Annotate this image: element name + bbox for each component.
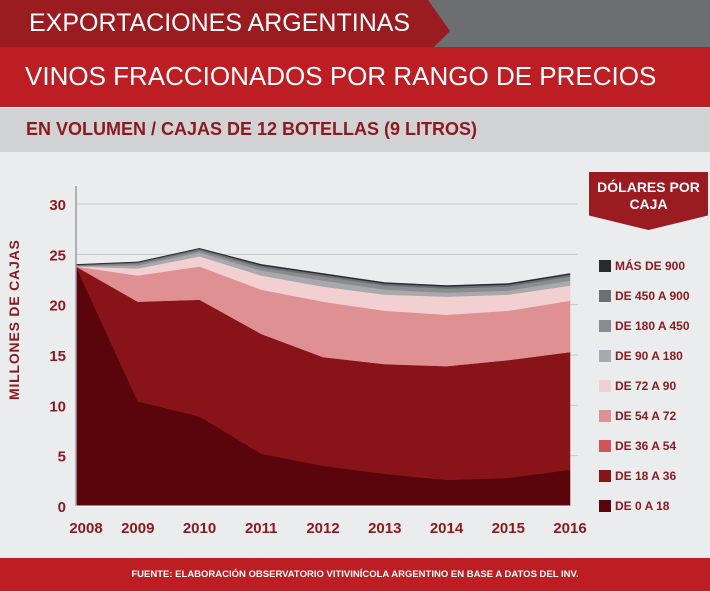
legend-item: DE 72 A 90	[599, 371, 707, 401]
y-tick-label: 30	[49, 197, 66, 214]
legend-item: DE 180 A 450	[599, 311, 707, 341]
legend-item: DE 90 A 180	[599, 341, 707, 371]
legend-item: DE 18 A 36	[599, 461, 707, 491]
legend-item: DE 0 A 18	[599, 491, 707, 521]
legend-swatch	[599, 290, 611, 302]
x-tick-label: 2012	[306, 520, 339, 537]
legend-label: DE 54 A 72	[615, 409, 677, 423]
legend-label: DE 450 A 900	[615, 289, 690, 303]
legend-swatch	[599, 380, 611, 392]
kicker-banner: EXPORTACIONES ARGENTINAS	[0, 0, 710, 47]
kicker-arrow	[0, 0, 450, 47]
legend-title: DÓLARES POR CAJA	[589, 172, 708, 230]
source-footer: FUENTE: ELABORACIÓN OBSERVATORIO VITIVIN…	[0, 558, 710, 591]
legend-label: DE 0 A 18	[615, 499, 670, 513]
x-tick-label: 2016	[553, 520, 586, 537]
legend-item: DE 54 A 72	[599, 401, 707, 431]
legend-label: DE 72 A 90	[615, 379, 677, 393]
legend: MÁS DE 900 DE 450 A 900 DE 180 A 450 DE 90 …	[599, 251, 707, 521]
chart-subtitle: EN VOLUMEN / CAJAS DE 12 BOTELLAS (9 LIT…	[26, 119, 478, 139]
legend-item: MÁS DE 900	[599, 251, 707, 281]
y-tick-label: 20	[49, 298, 66, 315]
chart-title: VINOS FRACCIONADOS POR RANGO DE PRECIOS	[25, 61, 657, 91]
y-tick-label: 10	[49, 398, 66, 415]
legend-swatch	[599, 260, 611, 272]
y-tick-label: 15	[49, 348, 66, 365]
legend-label: DE 180 A 450	[615, 319, 690, 333]
legend-swatch	[599, 470, 611, 482]
y-tick-label: 5	[58, 449, 66, 466]
legend-label: DE 90 A 180	[615, 349, 683, 363]
legend-swatch	[599, 440, 611, 452]
x-tick-label: 2008	[69, 520, 102, 537]
legend-swatch	[599, 350, 611, 362]
y-axis-label: MILLONES DE CAJAS	[6, 239, 22, 400]
y-tick-label: 0	[58, 499, 66, 516]
kicker: EXPORTACIONES ARGENTINAS	[29, 9, 411, 37]
legend-item: DE 36 A 54	[599, 431, 707, 461]
title-banner: VINOS FRACCIONADOS POR RANGO DE PRECIOS	[0, 47, 710, 107]
area-m-s-de-900	[75, 248, 571, 287]
area-chart: 0 5 10 15 20 25 30 2008 2009 2010 2011 2012 2013 2014…	[49, 186, 587, 537]
x-tick-label: 2014	[430, 520, 464, 537]
legend-swatch	[599, 500, 611, 512]
subtitle-banner: EN VOLUMEN / CAJAS DE 12 BOTELLAS (9 LIT…	[0, 108, 710, 152]
x-tick-label: 2013	[368, 520, 401, 537]
legend-label: MÁS DE 900	[615, 259, 686, 273]
x-tick-label: 2009	[121, 520, 154, 537]
legend-item: DE 450 A 900	[599, 281, 707, 311]
x-tick-label: 2010	[183, 520, 216, 537]
legend-label: DE 36 A 54	[615, 439, 677, 453]
legend-swatch	[599, 410, 611, 422]
x-tick-label: 2011	[245, 520, 278, 537]
y-tick-label: 25	[49, 247, 66, 264]
x-tick-label: 2015	[492, 520, 525, 537]
legend-label: DE 18 A 36	[615, 469, 677, 483]
legend-swatch	[599, 320, 611, 332]
